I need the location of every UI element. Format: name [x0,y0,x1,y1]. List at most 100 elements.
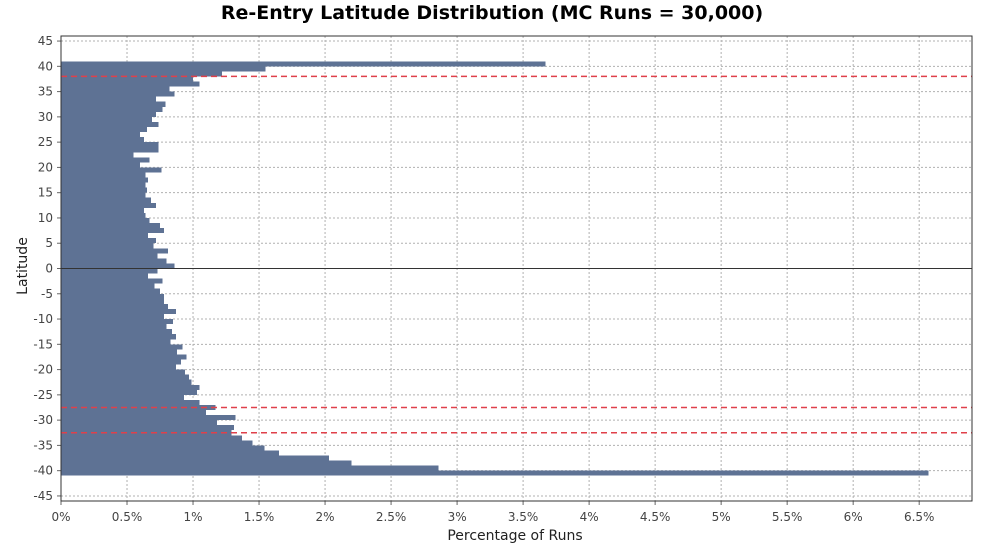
histogram-bar [61,116,153,122]
histogram-bar [61,202,157,208]
histogram-bar [61,86,170,92]
histogram-bar [61,460,352,466]
histogram-bar [61,278,163,284]
histogram-bar [61,258,167,264]
histogram-bar [61,152,134,158]
histogram-bar [61,268,158,274]
histogram-bar [61,177,149,183]
histogram-bar [61,324,167,330]
histogram-bar [61,96,157,102]
histogram-bar [61,374,190,380]
histogram-bar [61,223,161,229]
x-tick-label: 2% [316,510,335,524]
histogram-bar [61,435,242,441]
histogram-bar [61,440,253,446]
x-tick-label: 5% [712,510,731,524]
histogram-bar [61,384,200,390]
y-tick-label: -10 [33,312,53,326]
histogram-bar [61,111,157,117]
y-tick-label: 40 [38,59,53,73]
histogram-bar [61,273,149,279]
histogram-bar [61,364,176,370]
x-tick-label: 1% [184,510,203,524]
x-tick-label: 4.5% [640,510,671,524]
y-axis-title: Latitude [15,237,31,295]
histogram-bar [61,298,164,304]
y-tick-label: -15 [33,337,53,351]
histogram-bar [61,101,166,107]
histogram-bar [61,379,192,385]
histogram-bar [61,157,150,163]
y-tick-label: -45 [33,489,53,503]
x-tick-label: 4% [580,510,599,524]
histogram-bar [61,283,155,289]
x-tick-label: 6% [844,510,863,524]
histogram-bar [61,288,161,294]
histogram-bar [61,410,207,416]
histogram-bar [61,415,236,421]
y-tick-label: 35 [38,85,53,99]
histogram-bar [61,394,184,400]
histogram-bar [61,243,154,249]
histogram-bar [61,339,171,345]
y-tick-label: 0 [45,262,53,276]
x-tick-label: 2.5% [376,510,407,524]
x-tick-label: 0% [51,510,70,524]
histogram-bar [61,126,147,133]
x-tick-label: 3% [448,510,467,524]
y-tick-label: -5 [41,287,53,301]
histogram-bar [61,106,163,112]
histogram-bar [61,182,146,188]
histogram-bar [61,349,178,355]
histogram-bar [61,399,200,405]
histogram-bar [61,197,151,203]
y-tick-label: -25 [33,388,53,402]
histogram-bar [61,212,146,218]
histogram-bar [61,455,330,461]
histogram-bar [61,121,159,127]
histogram-bar [61,192,146,198]
histogram-bar [61,344,183,350]
histogram-bar [61,354,187,360]
histogram-bar [61,228,164,234]
histogram-bar [61,76,194,82]
histogram-bar [61,308,176,314]
reference-lines [61,75,972,434]
histogram-bar [61,450,279,456]
histogram-bar [61,470,929,476]
x-tick-label: 1.5% [244,510,275,524]
histogram-bar [61,132,141,138]
histogram-bar [61,238,157,244]
bars [61,61,929,476]
histogram-bar [61,248,168,254]
histogram-bar [61,233,149,239]
histogram-bar [61,137,145,143]
histogram-bar [61,293,164,299]
y-tick-label: 20 [38,160,53,174]
axes: 0% 0.5% 1% 1.5% 2% 2.5% 3% 3.5% 4% 4.5% 5% 5.5% 6% 6.… [33,34,973,524]
histogram-bar [61,465,439,471]
histogram-bar [61,142,159,148]
x-tick-label: 3.5% [508,510,539,524]
histogram-bar [61,420,217,426]
y-tick-label: 15 [38,186,53,200]
y-tick-label: -20 [33,363,53,377]
histogram-bar [61,334,176,340]
histogram-bar [61,172,146,178]
x-tick-label: 6.5% [904,510,935,524]
histogram-bar [61,207,145,213]
histogram-bar [61,313,164,320]
y-tick-label: -30 [33,413,53,427]
histogram-bar [61,389,197,395]
histogram-bar [61,217,150,224]
histogram-bar [61,61,546,67]
y-tick-label: -35 [33,438,53,452]
x-tick-label: 0.5% [112,510,143,524]
plot-frame [60,35,973,502]
histogram-bar [61,329,172,335]
y-tick-label: -40 [33,464,53,478]
y-tick-label: 25 [38,135,53,149]
x-tick-label: 5.5% [772,510,803,524]
histogram-bar [61,253,158,259]
